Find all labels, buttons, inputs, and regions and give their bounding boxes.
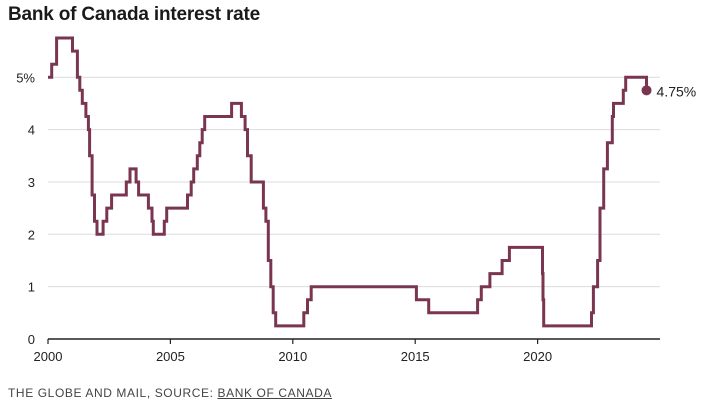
y-tick-label: 2	[28, 227, 35, 242]
end-point-marker	[641, 85, 652, 96]
x-tick-label: 2015	[401, 349, 430, 364]
source-prefix: THE GLOBE AND MAIL, SOURCE:	[8, 386, 218, 400]
source-credit: THE GLOBE AND MAIL, SOURCE: BANK OF CANA…	[8, 386, 332, 400]
source-link[interactable]: BANK OF CANADA	[217, 386, 332, 400]
x-tick-label: 2000	[34, 349, 63, 364]
x-tick-label: 2010	[278, 349, 307, 364]
y-tick-label: 5%	[16, 70, 35, 85]
series-line-interest-rate	[48, 36, 648, 328]
y-tick-label: 3	[28, 175, 35, 190]
y-tick-label: 4	[28, 123, 35, 138]
chart-title: Bank of Canada interest rate	[8, 4, 261, 25]
end-point-label: 4.75%	[657, 83, 697, 99]
x-tick-label: 2020	[523, 349, 552, 364]
x-axis-ticks: 2000 2005 2010 2015 2020	[34, 339, 552, 364]
y-tick-label: 1	[28, 280, 35, 295]
y-tick-label: 0	[28, 332, 35, 347]
chart-plot: 0 1 2 3 4 5% 2000 2005 2010 2015 2020 4.75%	[16, 36, 697, 364]
x-tick-label: 2005	[156, 349, 185, 364]
y-axis: 0 1 2 3 4 5%	[16, 70, 35, 347]
